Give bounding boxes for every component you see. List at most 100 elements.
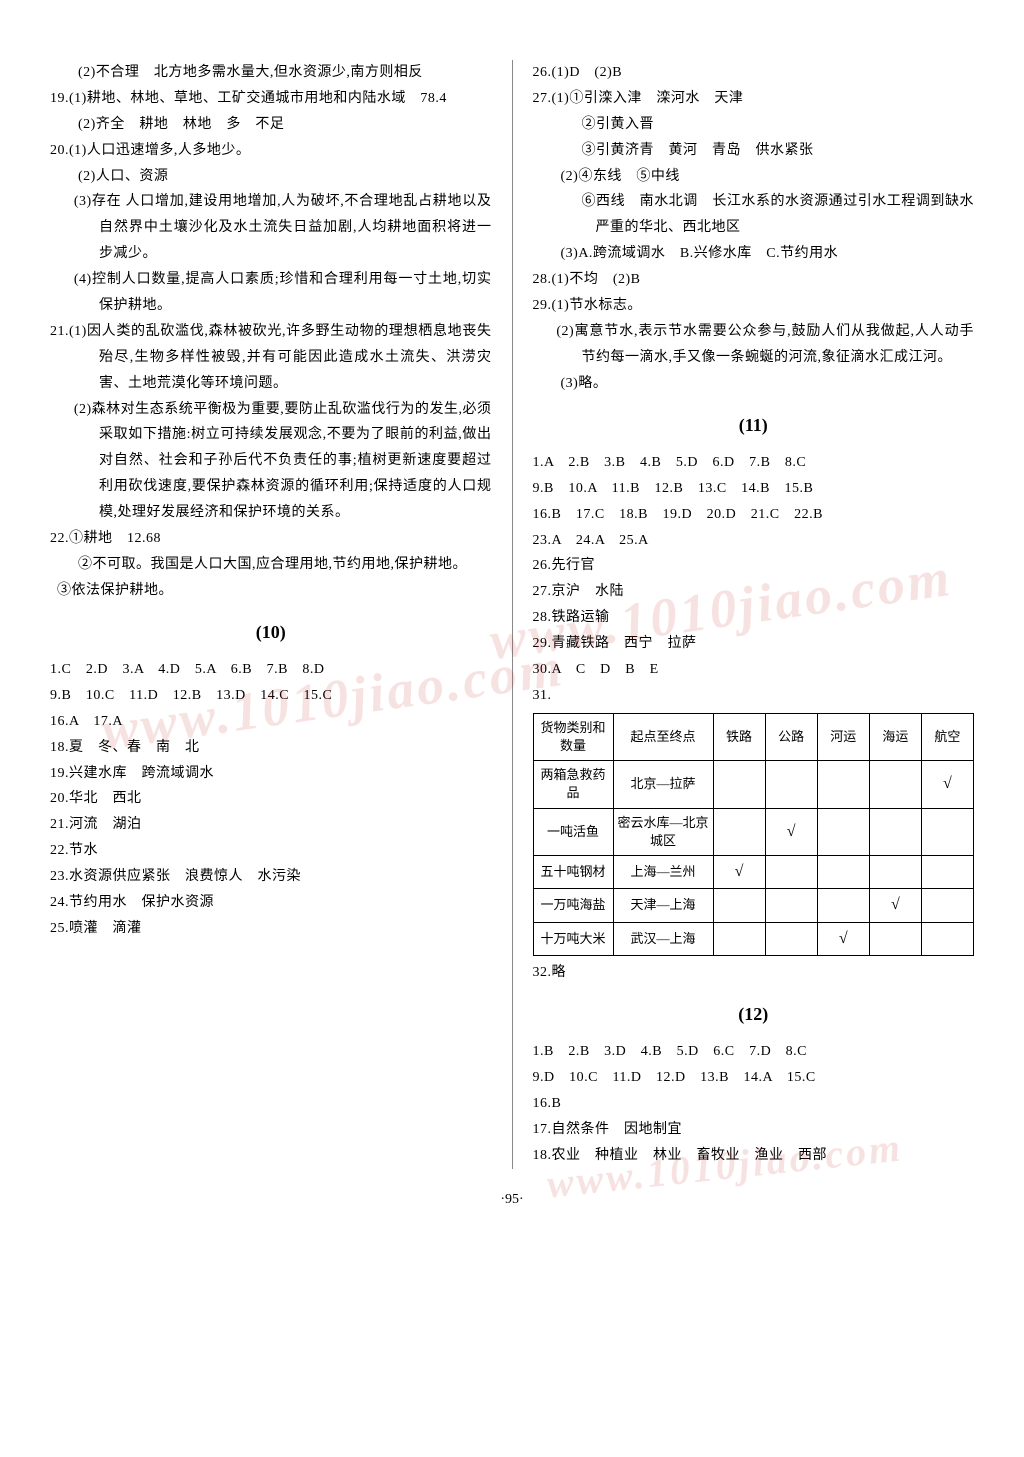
answer-row: 9.B 10.C 11.D 12.B 13.D 14.C 15.C bbox=[50, 683, 492, 709]
page-number: ·95· bbox=[30, 1187, 994, 1213]
table-cell: √ bbox=[765, 808, 817, 855]
answer-text: (2)人口、资源 bbox=[50, 164, 492, 190]
table-cell bbox=[921, 889, 973, 922]
answer-text: 29.(1)节水标志。 bbox=[533, 293, 975, 319]
table-cell: √ bbox=[869, 889, 921, 922]
section-title-12: (12) bbox=[533, 998, 975, 1031]
answer-row: 9.D 10.C 11.D 12.D 13.B 14.A 15.C bbox=[533, 1065, 975, 1091]
left-column: (2)不合理 北方地多需水量大,但水资源少,南方则相反 19.(1)耕地、林地、… bbox=[30, 60, 513, 1169]
table-cell bbox=[765, 889, 817, 922]
answer-text: 31. bbox=[533, 683, 975, 709]
answer-text: 20.华北 西北 bbox=[50, 786, 492, 812]
answer-text: ②引黄入晋 bbox=[533, 112, 975, 138]
table-cell: 十万吨大米 bbox=[533, 922, 613, 955]
answer-text: 19.兴建水库 跨流域调水 bbox=[50, 761, 492, 787]
answer-text: 24.节约用水 保护水资源 bbox=[50, 890, 492, 916]
answer-text: 25.喷灌 滴灌 bbox=[50, 916, 492, 942]
table-cell bbox=[921, 922, 973, 955]
table-header: 海运 bbox=[869, 713, 921, 760]
answer-text: 21.(1)因人类的乱砍滥伐,森林被砍光,许多野生动物的理想栖息地丧失殆尽,生物… bbox=[50, 319, 492, 397]
answer-text: 18.农业 种植业 林业 畜牧业 渔业 西部 bbox=[533, 1143, 975, 1169]
table-cell: 五十吨钢材 bbox=[533, 855, 613, 888]
answer-text: 32.略 bbox=[533, 960, 975, 986]
table-cell bbox=[921, 808, 973, 855]
answer-text: (3)A.跨流域调水 B.兴修水库 C.节约用水 bbox=[533, 241, 975, 267]
answer-text: (2)④东线 ⑤中线 bbox=[533, 164, 975, 190]
answer-text: 19.(1)耕地、林地、草地、工矿交通城市用地和内陆水域 78.4 bbox=[50, 86, 492, 112]
table-header: 公路 bbox=[765, 713, 817, 760]
table-header: 航空 bbox=[921, 713, 973, 760]
table-cell bbox=[869, 855, 921, 888]
answer-text: (2)齐全 耕地 林地 多 不足 bbox=[50, 112, 492, 138]
answer-text: 29.青藏铁路 西宁 拉萨 bbox=[533, 631, 975, 657]
table-cell: 两箱急救药品 bbox=[533, 761, 613, 808]
answer-text: 30.A C D B E bbox=[533, 657, 975, 683]
table-cell: 上海—兰州 bbox=[613, 855, 713, 888]
table-cell bbox=[869, 761, 921, 808]
table-header-row: 货物类别和数量 起点至终点 铁路 公路 河运 海运 航空 bbox=[533, 713, 974, 760]
two-column-layout: (2)不合理 北方地多需水量大,但水资源少,南方则相反 19.(1)耕地、林地、… bbox=[30, 60, 994, 1169]
table-cell bbox=[765, 761, 817, 808]
table-cell bbox=[869, 922, 921, 955]
answer-text: 17.自然条件 因地制宜 bbox=[533, 1117, 975, 1143]
section-title-10: (10) bbox=[50, 616, 492, 649]
table-cell bbox=[713, 889, 765, 922]
answer-text: 21.河流 湖泊 bbox=[50, 812, 492, 838]
table-cell bbox=[765, 855, 817, 888]
answer-text: ③引黄济青 黄河 青岛 供水紧张 bbox=[533, 138, 975, 164]
table-cell bbox=[765, 922, 817, 955]
table-cell bbox=[817, 889, 869, 922]
answer-text: 28.(1)不均 (2)B bbox=[533, 267, 975, 293]
answer-text: (2)不合理 北方地多需水量大,但水资源少,南方则相反 bbox=[50, 60, 492, 86]
table-cell: √ bbox=[713, 855, 765, 888]
answer-row: 1.A 2.B 3.B 4.B 5.D 6.D 7.B 8.C bbox=[533, 450, 975, 476]
answer-text: ③依法保护耕地。 bbox=[50, 578, 492, 604]
table-cell bbox=[713, 922, 765, 955]
table-row: 五十吨钢材 上海—兰州 √ bbox=[533, 855, 974, 888]
table-cell: 武汉—上海 bbox=[613, 922, 713, 955]
answer-text: (4)控制人口数量,提高人口素质;珍惜和合理利用每一寸土地,切实保护耕地。 bbox=[50, 267, 492, 319]
section-title-11: (11) bbox=[533, 409, 975, 442]
table-row: 一万吨海盐 天津—上海 √ bbox=[533, 889, 974, 922]
table-cell bbox=[817, 855, 869, 888]
answer-text: 27.京沪 水陆 bbox=[533, 579, 975, 605]
table-cell: 一万吨海盐 bbox=[533, 889, 613, 922]
table-cell bbox=[817, 761, 869, 808]
table-header: 起点至终点 bbox=[613, 713, 713, 760]
table-header: 货物类别和数量 bbox=[533, 713, 613, 760]
answer-text: ②不可取。我国是人口大国,应合理用地,节约用地,保护耕地。 bbox=[50, 552, 492, 578]
answer-row: 16.B bbox=[533, 1091, 975, 1117]
table-cell: 北京—拉萨 bbox=[613, 761, 713, 808]
table-row: 十万吨大米 武汉—上海 √ bbox=[533, 922, 974, 955]
answer-text: 22.①耕地 12.68 bbox=[50, 526, 492, 552]
answer-text: 22.节水 bbox=[50, 838, 492, 864]
table-cell bbox=[713, 761, 765, 808]
table-header: 铁路 bbox=[713, 713, 765, 760]
answer-text: (2)森林对生态系统平衡极为重要,要防止乱砍滥伐行为的发生,必须采取如下措施:树… bbox=[50, 397, 492, 526]
answer-row: 1.B 2.B 3.D 4.B 5.D 6.C 7.D 8.C bbox=[533, 1039, 975, 1065]
answer-text: (2)寓意节水,表示节水需要公众参与,鼓励人们从我做起,人人动手节约每一滴水,手… bbox=[533, 319, 975, 371]
table-cell: √ bbox=[817, 922, 869, 955]
table-cell bbox=[713, 808, 765, 855]
answer-row: 9.B 10.A 11.B 12.B 13.C 14.B 15.B bbox=[533, 476, 975, 502]
table-cell: 天津—上海 bbox=[613, 889, 713, 922]
answer-text: 20.(1)人口迅速增多,人多地少。 bbox=[50, 138, 492, 164]
answer-text: 27.(1)①引滦入津 滦河水 天津 bbox=[533, 86, 975, 112]
table-header: 河运 bbox=[817, 713, 869, 760]
right-column: 26.(1)D (2)B 27.(1)①引滦入津 滦河水 天津 ②引黄入晋 ③引… bbox=[513, 60, 995, 1169]
answer-text: 18.夏 冬、春 南 北 bbox=[50, 735, 492, 761]
table-cell: 密云水库—北京城区 bbox=[613, 808, 713, 855]
table-row: 一吨活鱼 密云水库—北京城区 √ bbox=[533, 808, 974, 855]
answer-text: 23.水资源供应紧张 浪费惊人 水污染 bbox=[50, 864, 492, 890]
answer-text: ⑥西线 南水北调 长江水系的水资源通过引水工程调到缺水严重的华北、西北地区 bbox=[533, 189, 975, 241]
answer-text: 26.先行官 bbox=[533, 553, 975, 579]
table-cell bbox=[869, 808, 921, 855]
transport-table: 货物类别和数量 起点至终点 铁路 公路 河运 海运 航空 两箱急救药品 北京—拉… bbox=[533, 713, 975, 956]
answer-row: 1.C 2.D 3.A 4.D 5.A 6.B 7.B 8.D bbox=[50, 657, 492, 683]
table-cell: √ bbox=[921, 761, 973, 808]
answer-text: 28.铁路运输 bbox=[533, 605, 975, 631]
answer-text: (3)存在 人口增加,建设用地增加,人为破坏,不合理地乱占耕地以及自然界中土壤沙… bbox=[50, 189, 492, 267]
answer-text: (3)略。 bbox=[533, 371, 975, 397]
answer-row: 16.A 17.A bbox=[50, 709, 492, 735]
table-cell bbox=[921, 855, 973, 888]
